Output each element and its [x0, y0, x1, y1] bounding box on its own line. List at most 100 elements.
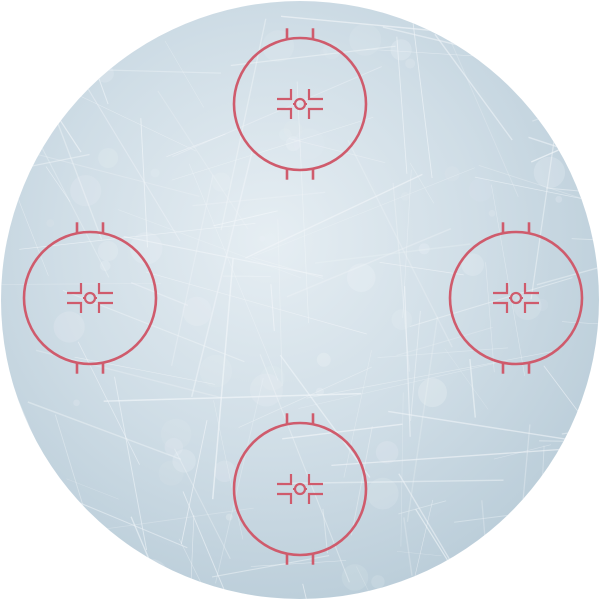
frost-patch — [488, 209, 496, 217]
frost-patch — [46, 219, 55, 228]
frost-patch — [565, 550, 598, 582]
skate-scratch — [571, 238, 599, 243]
skate-scratch — [350, 426, 373, 536]
skate-scratch — [331, 446, 589, 467]
skate-scratch — [322, 508, 329, 554]
frost-patch — [293, 128, 325, 160]
faceoff-marker — [277, 492, 293, 504]
frost-patch — [371, 575, 385, 589]
frost-patch — [53, 311, 85, 343]
skate-scratch — [157, 90, 249, 230]
skate-scratch — [164, 40, 204, 108]
skate-scratch — [560, 473, 599, 505]
frost-patch — [150, 168, 160, 178]
skate-scratch — [581, 429, 599, 495]
skate-scratch — [174, 448, 231, 560]
skate-scratch — [280, 15, 443, 33]
skate-scratch — [185, 514, 195, 599]
skate-scratch — [403, 517, 413, 576]
faceoff-circle-left — [22, 222, 158, 374]
faceoff-marker — [307, 474, 323, 486]
frost-patch — [533, 156, 566, 189]
frost-patch — [285, 136, 301, 152]
skate-scratch — [415, 508, 547, 599]
frost-patch — [283, 120, 303, 139]
skate-scratch — [347, 140, 453, 348]
skate-scratch — [66, 478, 119, 500]
skate-scratch — [190, 150, 254, 397]
faceoff-ring — [232, 421, 368, 557]
frost-patch — [555, 195, 563, 203]
skate-scratch — [251, 256, 324, 279]
frost-patch — [259, 235, 266, 242]
skate-scratch — [478, 165, 599, 214]
skate-scratch — [171, 117, 374, 181]
skate-scratch — [19, 222, 256, 250]
frost-patch — [95, 64, 114, 83]
skate-scratch — [574, 503, 599, 529]
skate-scratch — [282, 423, 403, 440]
skate-scratch — [530, 140, 555, 300]
skate-scratch — [211, 258, 234, 500]
skate-scratch — [491, 184, 525, 376]
faceoff-circles — [22, 28, 584, 565]
frost-patch — [574, 135, 583, 144]
frost-patch — [164, 438, 183, 457]
skate-scratch — [24, 150, 200, 197]
frost-patch — [135, 559, 168, 592]
skate-scratch — [356, 566, 422, 599]
skate-scratch — [2, 503, 31, 542]
skate-scratch — [270, 284, 275, 332]
skate-scratch — [561, 321, 599, 332]
skate-scratch — [6, 38, 82, 153]
frost-patch — [461, 253, 485, 276]
frost-patch — [73, 399, 80, 407]
skate-scratch — [35, 349, 223, 399]
skate-scratch — [296, 81, 309, 324]
skate-scratch — [74, 356, 215, 385]
faceoff-marker — [277, 89, 293, 101]
frost-patch — [444, 166, 460, 182]
faceoff-marker — [97, 301, 113, 313]
frost-patch — [58, 48, 72, 62]
skate-scratch — [379, 261, 464, 276]
frost-patch — [130, 232, 163, 265]
frost-patch — [98, 148, 119, 168]
skate-scratch — [430, 593, 599, 599]
skate-scratch — [562, 457, 599, 484]
frost-patch — [260, 365, 285, 391]
skate-scratch — [469, 359, 476, 418]
skate-scratch — [81, 507, 254, 533]
frost-patch — [199, 354, 233, 388]
frost-patch — [158, 460, 184, 486]
skate-scratch — [556, 457, 580, 516]
skate-scratch — [145, 271, 367, 335]
skate-scratch — [288, 138, 386, 164]
skate-scratch — [411, 11, 433, 179]
faceoff-marker — [493, 301, 509, 313]
skate-scratch — [72, 1, 155, 10]
skate-scratch — [106, 69, 222, 74]
skate-scratch — [238, 366, 372, 428]
frost-patch — [391, 309, 413, 330]
skate-scratch — [54, 414, 84, 507]
skate-scratch — [282, 479, 504, 485]
skate-scratch — [396, 551, 442, 557]
skate-scratch — [343, 350, 372, 478]
skate-scratch — [545, 187, 599, 205]
skate-scratch — [250, 560, 347, 567]
skate-scratch — [166, 133, 226, 158]
skate-scratch — [253, 167, 475, 257]
skate-scratch — [188, 163, 279, 381]
skate-scratch — [402, 169, 412, 318]
frost-patch — [249, 373, 283, 407]
skate-scratch — [140, 118, 148, 248]
frost-patch — [278, 128, 292, 141]
skate-scratch — [103, 392, 362, 402]
faceoff-marker — [523, 301, 539, 313]
skate-scratch — [298, 362, 496, 409]
frost-patch — [418, 243, 430, 255]
frost-patch — [544, 35, 567, 58]
